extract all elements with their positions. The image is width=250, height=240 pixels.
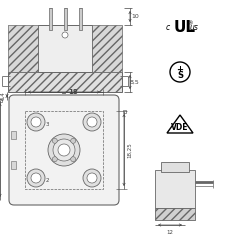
Bar — [48, 8, 51, 30]
Text: c: c — [166, 24, 170, 32]
Text: 18: 18 — [68, 89, 78, 95]
Text: UL: UL — [174, 20, 196, 36]
Bar — [161, 162, 189, 172]
Circle shape — [62, 32, 68, 38]
Text: 12: 12 — [166, 230, 173, 235]
Text: ®: ® — [187, 22, 192, 26]
Circle shape — [27, 169, 45, 187]
Bar — [25, 111, 103, 189]
Circle shape — [27, 113, 45, 131]
Circle shape — [71, 138, 76, 143]
Circle shape — [83, 169, 101, 187]
Circle shape — [31, 173, 41, 183]
Text: S: S — [177, 71, 183, 79]
Circle shape — [87, 117, 97, 127]
Bar — [11, 131, 16, 139]
Circle shape — [71, 157, 76, 162]
Bar — [8, 72, 122, 92]
FancyBboxPatch shape — [9, 95, 119, 205]
Text: VDE: VDE — [171, 122, 189, 132]
Circle shape — [83, 113, 101, 131]
Bar — [0, 98, 2, 102]
Circle shape — [53, 139, 75, 161]
Circle shape — [31, 117, 41, 127]
Circle shape — [52, 157, 57, 162]
Bar — [122, 109, 126, 113]
Text: 2: 2 — [46, 178, 50, 182]
Bar — [64, 8, 66, 30]
Bar — [8, 25, 38, 72]
Text: 6,4: 6,4 — [0, 92, 5, 100]
Circle shape — [58, 144, 70, 156]
Text: +: + — [176, 66, 184, 74]
Text: us: us — [190, 24, 199, 32]
Bar — [62, 90, 65, 93]
Text: 18,25: 18,25 — [127, 142, 132, 158]
Circle shape — [52, 138, 57, 143]
Bar — [38, 25, 92, 72]
Text: 3: 3 — [46, 121, 50, 126]
Circle shape — [87, 173, 97, 183]
Bar — [78, 8, 82, 30]
Text: 10: 10 — [131, 14, 139, 19]
Bar — [92, 25, 122, 72]
Circle shape — [48, 134, 80, 166]
Bar — [11, 161, 16, 169]
Bar — [155, 208, 195, 220]
Bar — [155, 170, 195, 208]
Text: 8,5: 8,5 — [130, 79, 140, 84]
